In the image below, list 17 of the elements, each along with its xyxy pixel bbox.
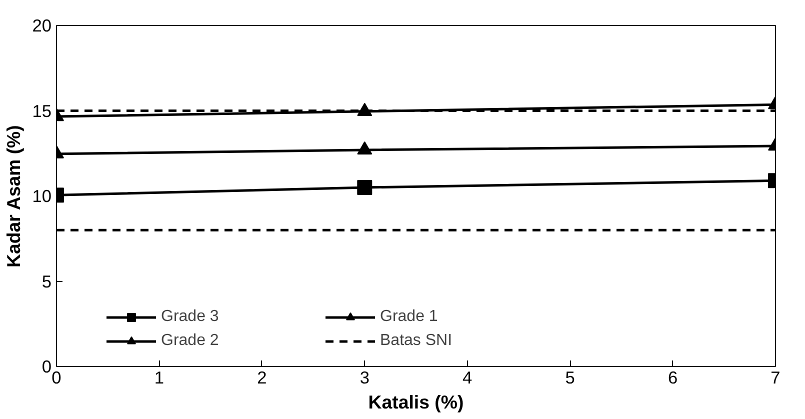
- y-axis-title: Kadar Asam (%): [3, 125, 24, 268]
- y-tick-label: 20: [32, 16, 52, 36]
- x-axis-title: Katalis (%): [368, 392, 464, 412]
- y-tick-label: 10: [32, 186, 52, 206]
- legend-label: Batas SNI: [380, 332, 454, 350]
- y-tick-label: 5: [42, 271, 52, 292]
- legend-label: Grade 2: [161, 332, 220, 350]
- x-tick-label: 6: [668, 368, 678, 388]
- x-tick-label: 3: [360, 368, 370, 388]
- x-tick-label: 1: [154, 368, 164, 388]
- legend-label: Grade 3: [161, 308, 220, 326]
- x-tick-label: 4: [462, 368, 473, 388]
- x-tick-label: 7: [770, 368, 780, 388]
- x-tick-label: 2: [257, 368, 267, 388]
- y-tick-label: 15: [32, 100, 52, 121]
- legend-label: Grade 1: [380, 308, 439, 326]
- x-tick-label: 5: [565, 368, 575, 388]
